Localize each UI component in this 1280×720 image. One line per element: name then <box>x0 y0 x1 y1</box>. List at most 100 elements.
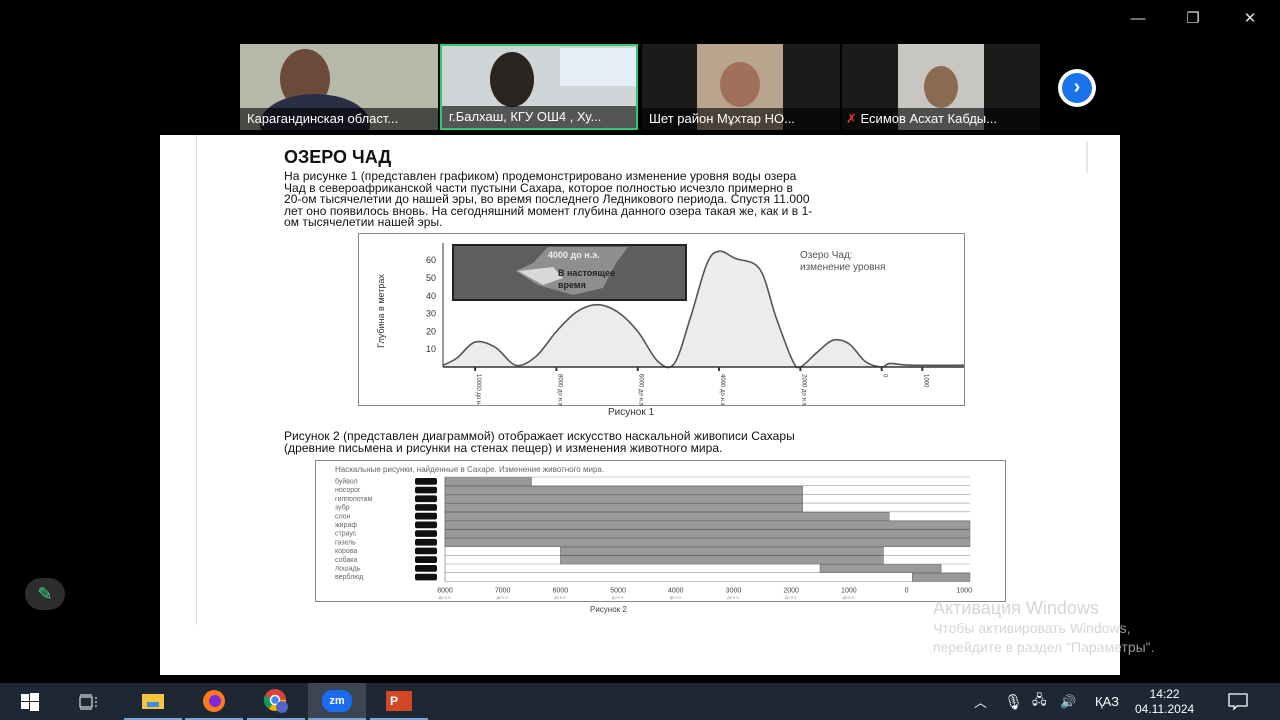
paragraph-2: Рисунок 2 (представлен диаграммой) отобр… <box>284 429 795 455</box>
participant-tile[interactable]: ✗ Есимов Асхат Кабды... <box>842 44 1040 130</box>
y-tick-label: 20 <box>426 326 436 336</box>
animal-silhouette-icon <box>415 478 437 485</box>
next-participants-button[interactable]: › <box>1058 69 1096 107</box>
y-tick-label: 40 <box>426 291 436 301</box>
chrome-icon <box>263 688 288 713</box>
clock[interactable]: 14:22 04.11.2024 <box>1135 683 1194 720</box>
close-button[interactable]: ✕ <box>1243 10 1257 27</box>
x-tick-sublabel: до н.э. <box>612 594 624 599</box>
zoom-button[interactable]: zm <box>308 683 366 720</box>
inset-map: 4000 до н.э. В настоящее время <box>452 244 687 301</box>
x-tick-label: 8000 <box>437 587 453 594</box>
date: 04.11.2024 <box>1135 701 1195 716</box>
chrome-button[interactable] <box>247 683 305 720</box>
network-icon[interactable]: 🖧 <box>1032 691 1047 707</box>
period-bar <box>912 572 971 582</box>
zoom-icon: zm <box>322 689 352 712</box>
figure-2-caption: Рисунок 2 <box>590 605 627 614</box>
x-tick-label: 5000 <box>610 587 626 594</box>
paragraph-1: На рисунке 1 (представлен графиком) прод… <box>284 169 813 230</box>
y-tick-label: 60 <box>426 255 436 265</box>
inset-label: 4000 до н.э. <box>548 250 600 260</box>
text-line: лет оно появилось вновь. На сегодняшний … <box>284 203 813 218</box>
x-tick-label: 0 <box>882 374 888 378</box>
action-center-button[interactable] <box>1228 683 1248 720</box>
animal-label: лошадь <box>335 566 361 573</box>
page-edge <box>196 135 197 625</box>
text-line: ом тысячелетии нашей эры. <box>284 215 443 230</box>
animal-label: гиппопотам <box>335 496 372 503</box>
x-tick-sublabel: до н.э. <box>843 594 855 599</box>
y-axis-label: Глубина в метрах <box>376 274 386 348</box>
powerpoint-button[interactable]: P <box>370 683 428 720</box>
animal-silhouette-icon <box>415 573 437 581</box>
document-title: ОЗЕРО ЧАД <box>284 147 392 167</box>
period-bar <box>444 503 803 513</box>
start-button[interactable] <box>1 683 59 720</box>
text-line: Рисунок 2 (представлен диаграммой) отобр… <box>284 429 795 443</box>
animal-label: слон <box>335 513 351 520</box>
participant-name: Шет район Мұхтар НО... <box>642 108 840 130</box>
x-tick-label: 8000 до н.э. <box>556 374 562 406</box>
text-line: (древние письмена и рисунки на стенах пе… <box>284 440 723 455</box>
x-tick-sublabel: до н.э. <box>727 594 739 599</box>
firefox-icon <box>203 689 225 712</box>
animal-label: собака <box>335 556 357 564</box>
minimize-button[interactable]: — <box>1130 10 1146 27</box>
notification-icon <box>1228 692 1248 711</box>
chevron-right-icon: › <box>1062 73 1092 103</box>
period-bar <box>444 538 971 547</box>
muted-mic-icon: ✗ <box>846 111 857 126</box>
water-level-area <box>443 251 964 368</box>
rock-art-animals-chart: Наскальные рисунки, найденные в Сахаре. … <box>315 460 1006 602</box>
text-line: На рисунке 1 (представлен графиком) прод… <box>284 169 797 183</box>
x-tick-label: 10000 до н.э. <box>475 374 481 406</box>
volume-icon[interactable]: 🔊 <box>1060 693 1077 709</box>
x-tick-label: 6000 <box>553 587 569 594</box>
x-tick-label: 0 <box>905 587 909 594</box>
participant-tile-active[interactable]: г.Балхаш, КГУ ОШ4 , Ху... <box>440 44 638 130</box>
period-bar <box>560 555 884 565</box>
scrollbar[interactable] <box>1086 141 1088 173</box>
animal-silhouette-icon <box>415 565 437 572</box>
x-tick-label: 7000 <box>495 587 511 594</box>
shared-screen-document: ОЗЕРО ЧАД На рисунке 1 (представлен граф… <box>160 135 1120 675</box>
chart-legend: Озеро Чад: <box>800 250 853 261</box>
x-tick-label: 3000 <box>726 587 742 594</box>
animal-silhouette-icon <box>415 495 437 503</box>
y-tick-label: 30 <box>426 309 436 319</box>
animal-label: газель <box>335 539 356 546</box>
period-bar <box>444 485 803 495</box>
period-bar <box>819 564 942 573</box>
x-tick-sublabel: до н.э. <box>670 594 682 599</box>
animal-silhouette-icon <box>415 530 437 537</box>
task-view-button[interactable] <box>60 683 118 720</box>
animal-label: верблюд <box>335 573 363 581</box>
file-explorer-button[interactable] <box>124 683 182 720</box>
show-hidden-icons-button[interactable]: ︿ <box>974 683 987 720</box>
x-tick-label: 4000 <box>668 587 684 594</box>
participant-video <box>560 48 636 86</box>
participant-tile[interactable]: Карагандинская област... <box>240 44 438 130</box>
animal-silhouette-icon <box>415 504 437 511</box>
y-tick-label: 50 <box>426 273 436 283</box>
restore-button[interactable]: ❐ <box>1186 10 1200 27</box>
language-indicator[interactable]: ҚАЗ <box>1095 694 1119 709</box>
chart-title: Наскальные рисунки, найденные в Сахаре. … <box>335 465 604 474</box>
x-tick-label: 2000 до н.э. <box>800 374 806 406</box>
participant-video <box>720 62 760 107</box>
figure-1-caption: Рисунок 1 <box>608 407 655 418</box>
animal-label: буйвол <box>335 478 358 486</box>
taskbar: zm P ︿ 🎙 🖧 🔊 ҚАЗ 14:22 04.11.2024 <box>0 683 1280 720</box>
firefox-button[interactable] <box>185 683 243 720</box>
participant-video <box>924 66 958 108</box>
x-tick-sublabel: до н.э. <box>554 594 566 599</box>
animal-label: жираф <box>335 522 357 529</box>
animal-silhouette-icon <box>415 512 437 520</box>
annotate-button[interactable]: ✎ <box>25 578 65 610</box>
x-tick-label: 2000 <box>783 587 799 594</box>
animal-silhouette-icon <box>415 556 437 563</box>
animal-label: носорог <box>335 487 361 494</box>
microphone-icon[interactable]: 🎙 <box>1004 693 1024 711</box>
participant-tile[interactable]: Шет район Мұхтар НО... <box>642 44 840 130</box>
